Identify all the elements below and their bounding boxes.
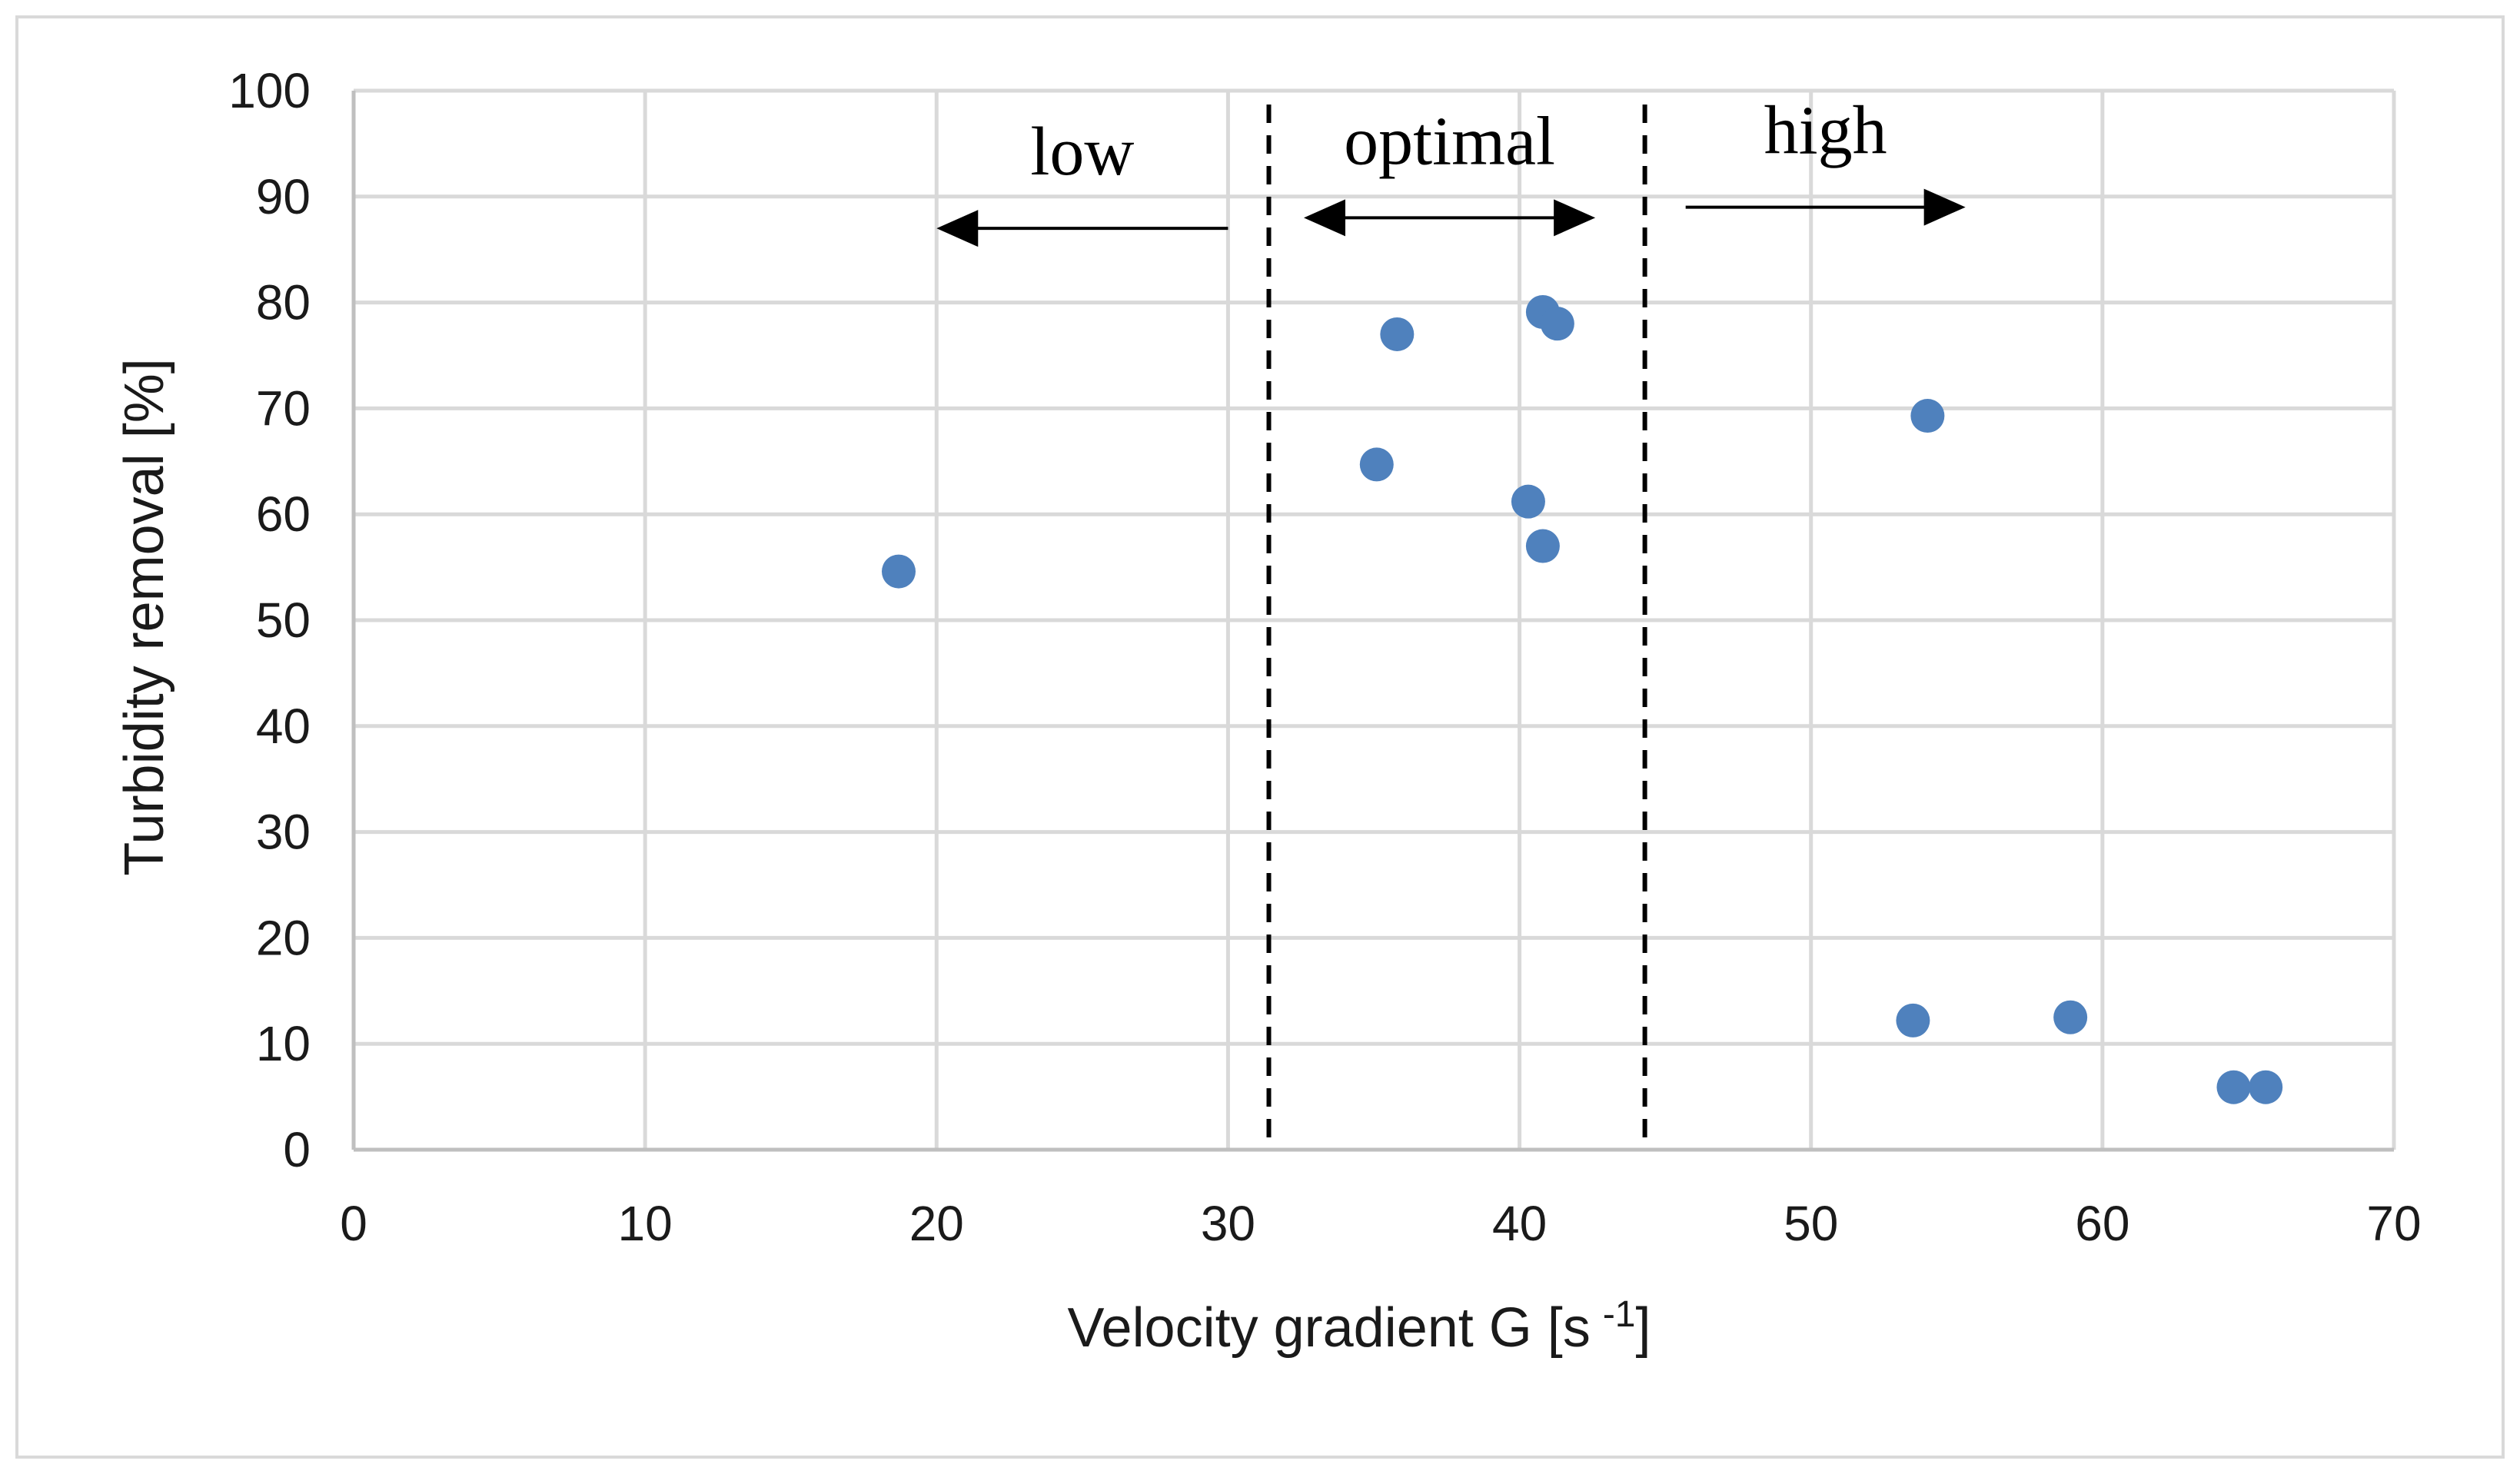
x-tick-label: 0 bbox=[340, 1196, 367, 1251]
data-point bbox=[2249, 1070, 2283, 1104]
arrow-head bbox=[936, 210, 979, 247]
x-axis-title-superscript: -1 bbox=[1603, 1294, 1636, 1335]
regime-label-optimal: optimal bbox=[1344, 103, 1555, 179]
data-point bbox=[1511, 484, 1545, 519]
y-tick-label: 90 bbox=[256, 169, 311, 224]
y-tick-label: 100 bbox=[228, 63, 311, 118]
y-tick-label: 10 bbox=[256, 1016, 311, 1071]
y-tick-label: 0 bbox=[283, 1122, 311, 1177]
x-tick-label: 60 bbox=[2075, 1196, 2129, 1251]
x-tick-label: 40 bbox=[1492, 1196, 1547, 1251]
grid-layer bbox=[354, 88, 2396, 1150]
data-point bbox=[2216, 1070, 2251, 1104]
arrow-head bbox=[1554, 199, 1596, 237]
regime-label-high: high bbox=[1764, 93, 1887, 169]
chart-frame bbox=[15, 15, 2505, 1459]
data-point bbox=[881, 554, 916, 589]
y-tick-label: 50 bbox=[256, 593, 311, 648]
data-point bbox=[1540, 307, 1574, 341]
data-point bbox=[2053, 1000, 2088, 1034]
x-tick-label: 10 bbox=[618, 1196, 673, 1251]
y-tick-label: 80 bbox=[256, 275, 311, 330]
axis-layer: 0 10 20 30 40 50 60 70 80 90 100 0 10 20 30 40 50 60 70 bbox=[228, 63, 2421, 1251]
y-tick-label: 60 bbox=[256, 486, 311, 542]
data-point bbox=[1525, 529, 1560, 563]
arrow-head bbox=[1923, 188, 1966, 226]
y-tick-label: 30 bbox=[256, 805, 311, 860]
x-tick-label: 70 bbox=[2366, 1196, 2421, 1251]
x-tick-label: 50 bbox=[1784, 1196, 1838, 1251]
x-tick-label: 30 bbox=[1201, 1196, 1255, 1251]
annotation-layer: low optimal high bbox=[936, 93, 1966, 247]
data-point bbox=[1896, 1003, 1930, 1037]
arrow-head bbox=[1304, 199, 1346, 237]
x-axis-title: Velocity gradient G [s -1] bbox=[1067, 1294, 1651, 1359]
data-point bbox=[1380, 317, 1415, 351]
divider-layer bbox=[1266, 105, 1647, 1140]
point-layer bbox=[881, 295, 2283, 1104]
y-axis-title: Turbidity removal [%] bbox=[114, 358, 175, 876]
data-point bbox=[1359, 447, 1394, 482]
x-axis-title-text: Velocity gradient G [s bbox=[1067, 1297, 1590, 1359]
data-point bbox=[1910, 399, 1945, 433]
regime-label-low: low bbox=[1030, 114, 1134, 190]
x-tick-label: 20 bbox=[909, 1196, 964, 1251]
y-tick-label: 70 bbox=[256, 380, 311, 436]
x-axis-title-suffix: ] bbox=[1636, 1297, 1651, 1359]
y-tick-label: 40 bbox=[256, 699, 311, 754]
y-tick-label: 20 bbox=[256, 910, 311, 965]
